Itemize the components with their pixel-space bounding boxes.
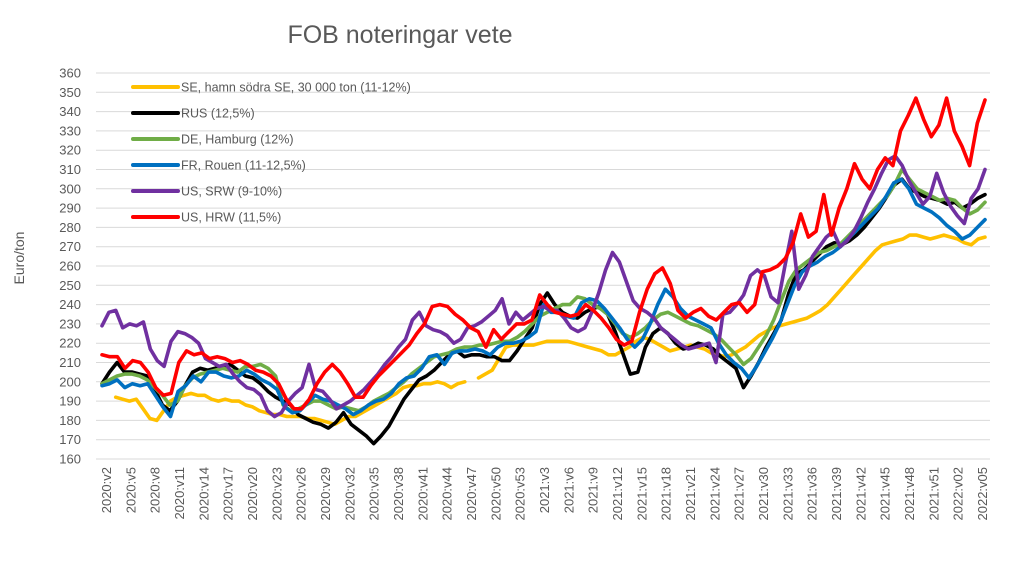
y-tick-label: 360 — [59, 66, 81, 81]
y-tick-label: 200 — [59, 374, 81, 389]
y-tick-label: 250 — [59, 278, 81, 293]
x-tick-label: 2020:v14 — [196, 467, 211, 521]
y-tick-label: 180 — [59, 413, 81, 428]
x-tick-label: 2022:v05 — [975, 467, 990, 521]
x-tick-label: 2021:v15 — [634, 467, 649, 521]
x-tick-label: 2021:v3 — [537, 467, 552, 513]
series-line-3 — [100, 177, 987, 419]
series-line-5 — [100, 96, 987, 411]
legend-label: US, SRW (9-10%) — [181, 185, 282, 199]
x-tick-label: 2020:v8 — [148, 467, 163, 513]
x-tick-label: 2020:v38 — [391, 467, 406, 521]
y-tick-label: 230 — [59, 316, 81, 331]
x-tick-label: 2021:v24 — [707, 467, 722, 521]
y-tick-label: 160 — [59, 452, 81, 467]
x-tick-label: 2021:v45 — [878, 467, 893, 521]
x-tick-label: 2021:v36 — [805, 467, 820, 521]
y-tick-label: 280 — [59, 220, 81, 235]
y-tick-label: 330 — [59, 123, 81, 138]
legend-label: FR, Rouen (11-12,5%) — [181, 159, 306, 173]
y-axis-label: Euro/ton — [11, 232, 27, 285]
series-line-4 — [100, 154, 987, 419]
x-tick-label: 2020:v26 — [294, 467, 309, 521]
x-tick-label: 2021:v21 — [683, 467, 698, 521]
legend-label: US, HRW (11,5%) — [181, 211, 281, 225]
y-tick-label: 300 — [59, 181, 81, 196]
x-tick-label: 2020:v11 — [172, 467, 187, 520]
legend: SE, hamn södra SE, 30 000 ton (11-12%) RU… — [131, 81, 411, 225]
x-tick-label: 2021:v18 — [659, 467, 674, 521]
x-tick-label: 2020:v2 — [99, 467, 114, 513]
x-tick-label: 2021:v9 — [586, 467, 601, 513]
x-tick-label: 2020:v50 — [488, 467, 503, 521]
x-tick-label: 2021:v42 — [853, 467, 868, 521]
x-tick-label: 2020:v29 — [318, 467, 333, 521]
x-tick-label: 2021:v12 — [610, 467, 625, 521]
x-tick-label: 2022:v02 — [951, 467, 966, 521]
x-tick-label: 2020:v53 — [513, 467, 528, 521]
y-tick-label: 260 — [59, 259, 81, 274]
x-tick-label: 2021:v51 — [926, 467, 941, 521]
y-tick-label: 240 — [59, 297, 81, 312]
y-tick-label: 350 — [59, 85, 81, 100]
legend-label: DE, Hamburg (12%) — [181, 133, 294, 147]
chart-title: FOB noteringar vete — [287, 21, 512, 49]
legend-label: RUS (12,5%) — [181, 107, 255, 121]
series-lines — [100, 96, 987, 446]
y-tick-label: 270 — [59, 239, 81, 254]
x-tick-label: 2020:v35 — [367, 467, 382, 521]
x-tick-label: 2020:v32 — [342, 467, 357, 521]
x-tick-label: 2020:v20 — [245, 467, 260, 521]
y-tick-label: 210 — [59, 355, 81, 370]
legend-label: SE, hamn södra SE, 30 000 ton (11-12%) — [181, 81, 411, 95]
y-axis-ticks: 160 170 180 190 200 210 220 230 240 250 260 270 280 2… — [59, 66, 81, 467]
x-tick-label: 2020:v17 — [221, 467, 236, 521]
x-tick-label: 2021:v33 — [780, 467, 795, 521]
x-axis-ticks: 2020:v2 2020:v5 2020:v8 2020:v11 2020:v14 202… — [99, 467, 990, 521]
series-line-0 — [476, 233, 987, 380]
x-tick-label: 2021:v6 — [561, 467, 576, 513]
x-tick-label: 2020:v23 — [269, 467, 284, 521]
x-tick-label: 2021:v30 — [756, 467, 771, 521]
series-line-0 — [113, 379, 467, 427]
y-tick-label: 310 — [59, 162, 81, 177]
x-tick-label: 2020:v47 — [464, 467, 479, 521]
x-tick-label: 2021:v27 — [732, 467, 747, 521]
y-tick-label: 190 — [59, 394, 81, 409]
y-tick-label: 290 — [59, 201, 81, 216]
y-tick-label: 220 — [59, 336, 81, 351]
x-tick-label: 2020:v44 — [440, 467, 455, 521]
y-tick-label: 340 — [59, 104, 81, 119]
x-tick-label: 2021:v48 — [902, 467, 917, 521]
y-tick-label: 170 — [59, 432, 81, 447]
x-tick-label: 2020:v5 — [123, 467, 138, 513]
y-tick-label: 320 — [59, 143, 81, 158]
x-tick-label: 2021:v39 — [829, 467, 844, 521]
x-tick-label: 2020:v41 — [415, 467, 430, 521]
